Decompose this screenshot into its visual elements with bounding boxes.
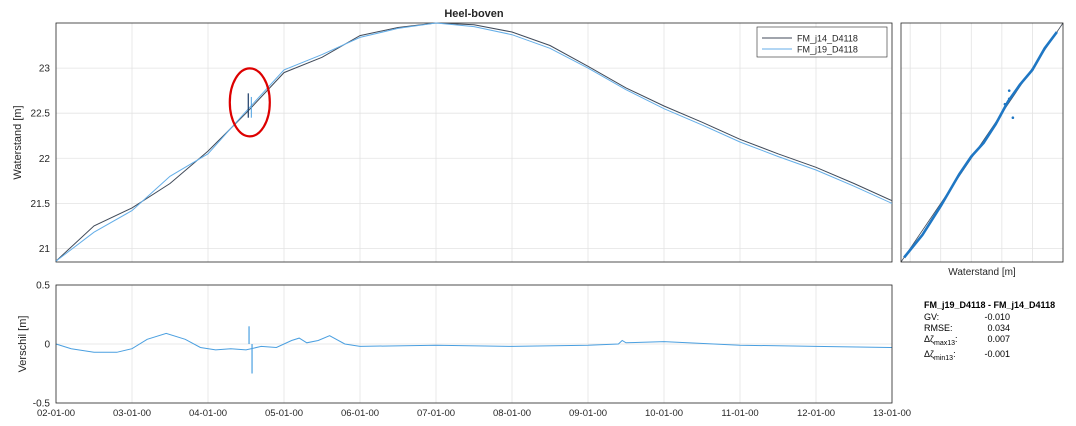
stats-row-rmse: RMSE: 0.034 (924, 323, 1055, 334)
stats-label-max: Δζmax13: (924, 334, 970, 349)
diff-xtick-label: 07-01-00 (417, 408, 455, 419)
legend-label-0: FM_j14_D4118 (797, 34, 858, 44)
diff-ytick-label: 0.5 (36, 281, 50, 292)
stats-label-min: Δζmin13: (924, 349, 970, 364)
legend-box (756, 26, 888, 58)
diff-xtick-label: 12-01-00 (797, 408, 835, 419)
diff-series-line (55, 332, 893, 353)
stats-value-gv: -0.010 (984, 312, 1010, 322)
diff-xtick-label: 02-01-00 (37, 408, 75, 419)
stats-row-gv: GV: -0.010 (924, 312, 1055, 323)
diff-xtick-label: 08-01-00 (493, 408, 531, 419)
main-ylabel: Waterstand [m] (12, 105, 24, 179)
stats-label-rmse: RMSE: (924, 323, 953, 333)
main-ytick-label: 22.5 (31, 109, 51, 120)
scatter-outlier-point (1011, 116, 1015, 119)
stats-label-min-sub: min13 (933, 354, 954, 362)
diff-xtick-label: 03-01-00 (113, 408, 151, 419)
stats-value-rmse: 0.034 (987, 323, 1010, 333)
stats-label-max-colon: : (955, 334, 958, 344)
stats-value-max: 0.007 (987, 334, 1010, 344)
diff-xtick-label: 13-01-00 (873, 408, 911, 419)
stats-title: FM_j19_D4118 - FM_j14_D4118 (924, 300, 1056, 310)
stats-value-min: -0.001 (984, 348, 1010, 359)
main-ytick-label: 23 (39, 64, 51, 75)
stats-panel: FM_j19_D4118 - FM_j14_D4118 GV: -0.010 R… (924, 300, 1055, 364)
diff-xtick-label: 11-01-00 (721, 408, 758, 419)
diff-xtick-label: 04-01-00 (189, 408, 227, 419)
scatter-outlier-point (1007, 97, 1011, 101)
main-series-line-0 (55, 22, 893, 262)
main-plot-area (56, 23, 892, 262)
scatter-xlabel: Waterstand [m] (948, 267, 1016, 278)
diff-xtick-label: 05-01-00 (265, 408, 303, 419)
main-ytick-label: 22 (39, 154, 51, 165)
main-title: Heel-boven (444, 8, 504, 20)
stats-row-min: Δζmin13: -0.001 (924, 349, 1055, 364)
scatter-outlier-point (1007, 89, 1011, 92)
highlight-circle (228, 67, 271, 138)
diff-ytick-label: -0.5 (33, 399, 51, 410)
main-axes-box (55, 22, 893, 263)
stats-label-max-main: Δζ (924, 334, 934, 344)
stats-label-gv: GV: (924, 312, 940, 322)
diff-ylabel: Verschil [m] (17, 316, 29, 373)
main-ytick-label: 21 (39, 244, 51, 255)
scatter-points-band (903, 31, 1058, 259)
diff-xtick-label: 09-01-00 (569, 408, 607, 419)
diff-xtick-label: 10-01-00 (645, 408, 683, 419)
diff-ytick-label: 0 (44, 340, 50, 351)
main-series-line-1 (55, 22, 893, 262)
stats-row-max: Δζmax13: 0.007 (924, 334, 1055, 349)
main-ytick-label: 21.5 (31, 199, 51, 210)
legend-label-1: FM_j19_D4118 (797, 45, 858, 55)
stats-label-min-main: Δζ (924, 348, 934, 359)
scatter-axes-box (900, 22, 1064, 263)
diff-axes-box (55, 284, 893, 404)
stats-label-max-sub: max13 (933, 339, 955, 347)
stats-label-min-colon: : (953, 348, 956, 359)
diff-xtick-label: 06-01-00 (341, 408, 379, 419)
scatter-outlier-point (1003, 102, 1007, 106)
